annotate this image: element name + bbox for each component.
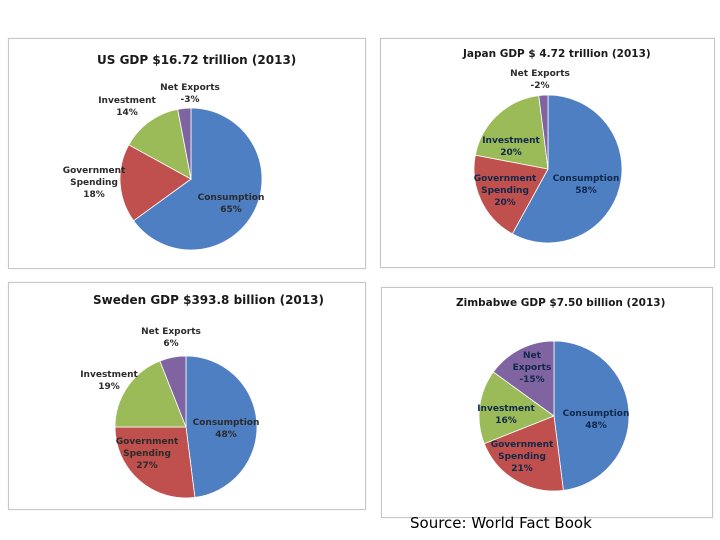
japan-slice-government-spending <box>473 154 549 235</box>
sweden-gdp-panel: Sweden GDP $393.8 billion (2013) Net Exp… <box>8 282 366 510</box>
us-slice-investment <box>128 108 192 180</box>
zimbabwe-gdp-panel: Zimbabwe GDP $7.50 billion (2013) Net Exp… <box>381 287 713 518</box>
sweden-slice-investment <box>114 360 187 428</box>
sweden-label-consumption: Consumption 48% <box>192 418 260 440</box>
japan-gdp-panel: Japan GDP $ 4.72 trillion (2013) Net Exp… <box>380 38 715 268</box>
zimbabwe-pie-svg <box>478 340 630 492</box>
japan-label-consumption: Consumption 58% <box>552 174 620 196</box>
sweden-slice-consumption <box>185 355 258 498</box>
sweden-slice-government-spending <box>114 426 196 499</box>
japan-label-government-spending: Government Spending 20% <box>473 174 537 208</box>
zimbabwe-label-government-spending: Government Spending 21% <box>490 440 554 474</box>
us-label-investment: Investment 14% <box>98 96 156 118</box>
japan-slice-investment <box>474 95 549 170</box>
sweden-label-investment: Investment 19% <box>80 370 138 392</box>
source-note: Source: World Fact Book <box>410 514 592 532</box>
zimbabwe-slice-net-exports <box>492 340 555 417</box>
sweden-label-net-exports: Net Exports 6% <box>141 327 201 349</box>
sweden-slice-net-exports <box>159 355 187 428</box>
us-label-government-spending: Government Spending 18% <box>62 166 126 200</box>
us-label-consumption: Consumption 65% <box>197 193 265 215</box>
sweden-pie-svg <box>114 355 258 499</box>
sweden-label-government-spending: Government Spending 27% <box>115 437 179 471</box>
us-slice-net-exports <box>177 107 192 180</box>
zimbabwe-label-consumption: Consumption 48% <box>562 409 630 431</box>
japan-pie-svg <box>473 94 623 244</box>
zimbabwe-chart-title: Zimbabwe GDP $7.50 billion (2013) <box>456 297 666 309</box>
zimbabwe-slice-consumption <box>553 340 630 491</box>
zimbabwe-label-investment: Investment 16% <box>477 404 535 426</box>
sweden-chart-title: Sweden GDP $393.8 billion (2013) <box>93 293 324 307</box>
us-pie-svg <box>119 107 263 251</box>
us-label-net-exports: Net Exports -3% <box>160 83 220 105</box>
us-slice-government-spending <box>119 144 192 222</box>
japan-chart-title: Japan GDP $ 4.72 trillion (2013) <box>463 48 651 60</box>
zimbabwe-label-net-exports: Net Exports -15% <box>512 351 552 385</box>
us-gdp-panel: US GDP $16.72 trillion (2013) Net Export… <box>8 38 366 269</box>
japan-label-investment: Investment 20% <box>482 136 540 158</box>
us-chart-title: US GDP $16.72 trillion (2013) <box>97 53 297 67</box>
us-slice-consumption <box>133 107 263 251</box>
zimbabwe-slice-government-spending <box>483 415 564 492</box>
japan-label-net-exports: Net Exports -2% <box>510 69 570 91</box>
japan-slice-consumption <box>511 94 623 244</box>
japan-slice-net-exports <box>538 94 549 170</box>
zimbabwe-slice-investment <box>478 371 555 445</box>
